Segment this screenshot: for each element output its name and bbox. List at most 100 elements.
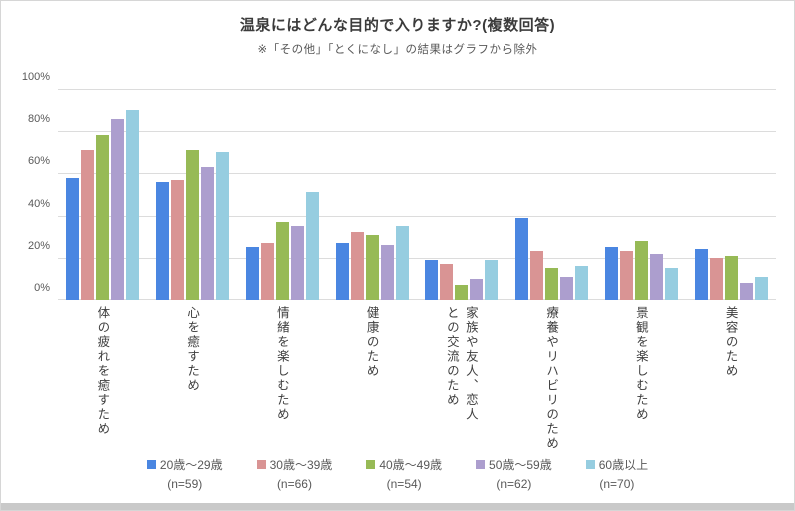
bar-30歳〜39歳-8 bbox=[709, 257, 723, 300]
bar-20歳〜29歳-6 bbox=[515, 217, 529, 300]
legend-row: 60歳以上 bbox=[585, 456, 649, 473]
legend-series-name: 50歳〜59歳 bbox=[489, 458, 552, 472]
legend-series-name: 30歳〜39歳 bbox=[269, 458, 333, 472]
y-tick-label-0: 0% bbox=[34, 282, 50, 294]
category-label-text: 療養やリハビリのため bbox=[544, 306, 559, 451]
legend-row: 30歳〜39歳 bbox=[256, 456, 333, 473]
legend-swatch-icon bbox=[256, 460, 266, 469]
category-label-2: 心を癒すため bbox=[153, 300, 233, 452]
category-label-7: 景観を楽しむため bbox=[601, 300, 681, 452]
legend-swatch-icon bbox=[585, 460, 595, 469]
category-label-text: 美容のため bbox=[723, 306, 738, 379]
y-tick-label-100: 100% bbox=[21, 71, 50, 83]
plot-area: 100% 80% 60% 40% 20% 0% bbox=[22, 71, 776, 300]
bar-60歳以上-7 bbox=[664, 268, 678, 300]
category-label-text: 情緒を楽しむため bbox=[274, 306, 289, 422]
gridline-80 bbox=[58, 131, 776, 133]
y-tick-label-20: 20% bbox=[27, 239, 50, 252]
gridline-0 bbox=[58, 299, 776, 300]
bar-40歳〜49歳-7 bbox=[634, 240, 648, 300]
legend-item-40歳〜49歳: 40歳〜49歳 (n=54) bbox=[366, 456, 442, 491]
gridline-100 bbox=[58, 89, 776, 90]
bar-60歳以上-4 bbox=[395, 226, 409, 300]
bar-30歳〜39歳-4 bbox=[350, 232, 364, 300]
bar-group-1 bbox=[66, 110, 140, 300]
bar-30歳〜39歳-6 bbox=[530, 251, 544, 300]
category-label-3: 情緒を楽しむため bbox=[242, 300, 322, 452]
bar-20歳〜29歳-8 bbox=[694, 249, 708, 300]
legend-swatch-icon bbox=[476, 460, 486, 469]
bar-20歳〜29歳-5 bbox=[425, 259, 439, 300]
bar-group-7 bbox=[604, 240, 678, 300]
bar-60歳以上-5 bbox=[485, 259, 499, 300]
bar-20歳〜29歳-4 bbox=[335, 243, 349, 300]
bar-group-4 bbox=[335, 226, 409, 300]
gridline-40 bbox=[58, 215, 776, 217]
legend-swatch-icon bbox=[366, 460, 376, 469]
legend: 20歳〜29歳 (n=59) 30歳〜39歳 (n=66) 40歳〜49歳 (n=54) 5… bbox=[1, 456, 794, 491]
category-label-5: 家族や友人、恋人 との交流のため bbox=[422, 300, 502, 452]
category-axis: 体の疲れを癒すため 心を癒すため 情緒を楽しむため 健康のため 家族や友人、恋人 との交… bbox=[58, 300, 776, 452]
bar-20歳〜29歳-7 bbox=[604, 247, 618, 300]
bar-group-8 bbox=[694, 249, 768, 300]
legend-item-50歳〜59歳: 50歳〜59歳 (n=62) bbox=[476, 456, 552, 491]
legend-sample-size: (n=59) bbox=[167, 477, 203, 491]
bar-30歳〜39歳-7 bbox=[619, 251, 633, 300]
bottom-strip bbox=[1, 503, 794, 510]
category-label-text: 心を癒すため bbox=[185, 306, 200, 393]
legend-series-name: 20歳〜29歳 bbox=[159, 458, 223, 472]
bar-groups bbox=[58, 89, 776, 300]
legend-swatch-icon bbox=[146, 460, 156, 469]
category-label-text: 家族や友人、恋人 との交流のため bbox=[444, 306, 478, 422]
bar-60歳以上-8 bbox=[754, 276, 768, 300]
bar-60歳以上-3 bbox=[305, 192, 319, 300]
legend-row: 20歳〜29歳 bbox=[146, 456, 223, 473]
bar-20歳〜29歳-3 bbox=[245, 247, 259, 300]
bar-40歳〜49歳-6 bbox=[545, 268, 559, 300]
bar-30歳〜39歳-3 bbox=[260, 243, 274, 300]
legend-item-60歳以上: 60歳以上 (n=70) bbox=[585, 456, 649, 491]
bar-50歳〜59歳-3 bbox=[290, 226, 304, 300]
bar-40歳〜49歳-4 bbox=[365, 234, 379, 300]
category-label-4: 健康のため bbox=[332, 300, 412, 452]
y-tick-label-60: 60% bbox=[27, 155, 50, 168]
legend-item-20歳〜29歳: 20歳〜29歳 (n=59) bbox=[146, 456, 223, 491]
bar-50歳〜59歳-1 bbox=[111, 118, 125, 300]
bar-50歳〜59歳-4 bbox=[380, 245, 394, 300]
category-label-1: 体の疲れを癒すため bbox=[63, 300, 143, 452]
bar-group-2 bbox=[156, 150, 230, 300]
bar-50歳〜59歳-2 bbox=[201, 167, 215, 300]
y-tick-label-40: 40% bbox=[27, 197, 50, 210]
legend-series-name: 40歳〜49歳 bbox=[379, 458, 443, 472]
category-label-text: 景観を楽しむため bbox=[633, 306, 648, 422]
bar-20歳〜29歳-1 bbox=[66, 177, 80, 300]
bar-50歳〜59歳-8 bbox=[739, 283, 753, 300]
bar-30歳〜39歳-1 bbox=[81, 150, 95, 300]
chart-subtitle: ※「その他」「とくになし」の結果はグラフから除外 bbox=[257, 44, 538, 56]
category-label-text: 健康のため bbox=[364, 306, 379, 379]
bar-group-6 bbox=[515, 217, 589, 300]
bar-40歳〜49歳-2 bbox=[186, 150, 200, 300]
bar-30歳〜39歳-2 bbox=[171, 179, 185, 300]
bar-50歳〜59歳-5 bbox=[470, 278, 484, 300]
bar-60歳以上-2 bbox=[216, 152, 230, 300]
bar-60歳以上-6 bbox=[575, 266, 589, 300]
category-label-text: 体の疲れを癒すため bbox=[95, 306, 110, 437]
chart-title: 温泉にはどんな目的で入りますか?(複数回答) bbox=[239, 17, 556, 34]
gridline-20 bbox=[58, 257, 776, 259]
bar-group-5 bbox=[425, 259, 499, 300]
legend-series-name: 60歳以上 bbox=[598, 458, 649, 472]
legend-row: 40歳〜49歳 bbox=[366, 456, 442, 473]
legend-sample-size: (n=66) bbox=[276, 477, 312, 491]
legend-sample-size: (n=70) bbox=[599, 477, 635, 491]
bar-60歳以上-1 bbox=[126, 110, 140, 300]
legend-row: 50歳〜59歳 bbox=[476, 456, 552, 473]
bar-group-3 bbox=[245, 192, 319, 300]
gridline-60 bbox=[58, 173, 776, 175]
legend-sample-size: (n=54) bbox=[386, 477, 422, 491]
bar-30歳〜39歳-5 bbox=[440, 264, 454, 300]
bar-40歳〜49歳-5 bbox=[455, 285, 469, 300]
bar-50歳〜59歳-7 bbox=[649, 253, 663, 300]
legend-item-30歳〜39歳: 30歳〜39歳 (n=66) bbox=[256, 456, 333, 491]
